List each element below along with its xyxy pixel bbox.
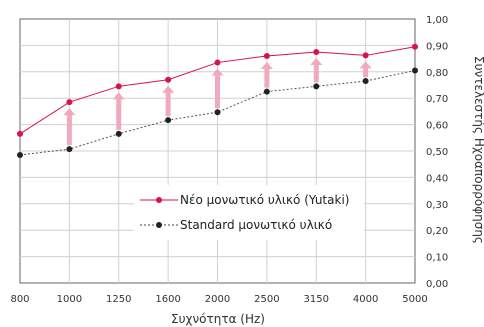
x-tick-label: 1600 — [155, 294, 180, 305]
data-point-yutaki — [165, 76, 172, 83]
improvement-arrow — [211, 68, 224, 109]
y-tick-labels: 0,00 0,10 0,20 0,30 0,40 0,50 0,60 0,70 0,80 0,90… — [426, 15, 448, 290]
data-point-standard — [313, 83, 320, 90]
data-point-yutaki — [66, 99, 73, 106]
data-point-standard — [66, 146, 73, 153]
data-point-yutaki — [263, 52, 270, 59]
data-point-yutaki — [362, 52, 369, 59]
x-tick-labels: 800 1000 1250 1600 2000 2500 3150 4000 5000 — [10, 294, 427, 305]
x-tick-label: 1250 — [106, 294, 131, 305]
data-point-yutaki — [17, 130, 23, 137]
x-tick-label: 800 — [10, 294, 29, 305]
y-tick-label: 1,00 — [426, 15, 448, 26]
y-axis-label: Συντελεστής Ηχοαπορρόφησης — [472, 56, 484, 244]
data-point-standard — [412, 67, 418, 74]
data-point-standard — [165, 117, 172, 124]
x-tick-label: 3150 — [304, 294, 329, 305]
y-tick-label: 0,50 — [426, 147, 448, 158]
x-tick-label: 1000 — [57, 294, 82, 305]
y-tick-label: 0,80 — [426, 68, 448, 79]
y-tick-label: 0,20 — [426, 226, 448, 237]
improvement-arrows — [63, 58, 372, 146]
data-point-yutaki — [412, 43, 418, 50]
legend-background — [134, 185, 364, 240]
y-tick-label: 0,90 — [426, 41, 448, 52]
data-point-standard — [17, 151, 23, 158]
improvement-arrow — [63, 108, 76, 146]
y-tick-label: 0,60 — [426, 121, 448, 132]
y-tick-label: 0,30 — [426, 200, 448, 211]
improvement-arrow — [162, 85, 175, 117]
y-tick-label: 0,70 — [426, 94, 448, 105]
y-tick-label: 0,40 — [426, 173, 448, 184]
data-point-standard — [362, 78, 369, 85]
legend-swatch-marker-yutaki — [156, 197, 162, 203]
improvement-arrow — [310, 58, 323, 83]
x-axis-label: Συχνότητα (Hz) — [171, 312, 265, 326]
data-point-standard — [263, 88, 270, 95]
series-points — [17, 43, 418, 158]
improvement-arrow — [359, 61, 372, 78]
x-tick-label: 5000 — [402, 294, 427, 305]
improvement-arrow — [260, 61, 273, 88]
y-tick-label: 0,00 — [426, 279, 448, 290]
legend-label-yutaki: Νέο μονωτικό υλικό (Yutaki) — [180, 193, 349, 207]
improvement-arrow — [112, 92, 125, 130]
data-point-yutaki — [313, 49, 320, 55]
data-point-standard — [115, 130, 122, 137]
legend-label-standard: Standard μονωτικό υλικό — [180, 218, 332, 232]
legend-swatch-marker-standard — [156, 222, 162, 228]
x-tick-label: 2500 — [254, 294, 279, 305]
y-tick-label: 0,10 — [426, 253, 448, 264]
x-tick-label: 4000 — [353, 294, 378, 305]
data-point-yutaki — [214, 59, 221, 66]
x-tick-label: 2000 — [205, 294, 230, 305]
data-point-standard — [214, 109, 221, 116]
legend: Νέο μονωτικό υλικό (Yutaki) Standard μον… — [134, 185, 364, 240]
data-point-yutaki — [115, 83, 122, 90]
